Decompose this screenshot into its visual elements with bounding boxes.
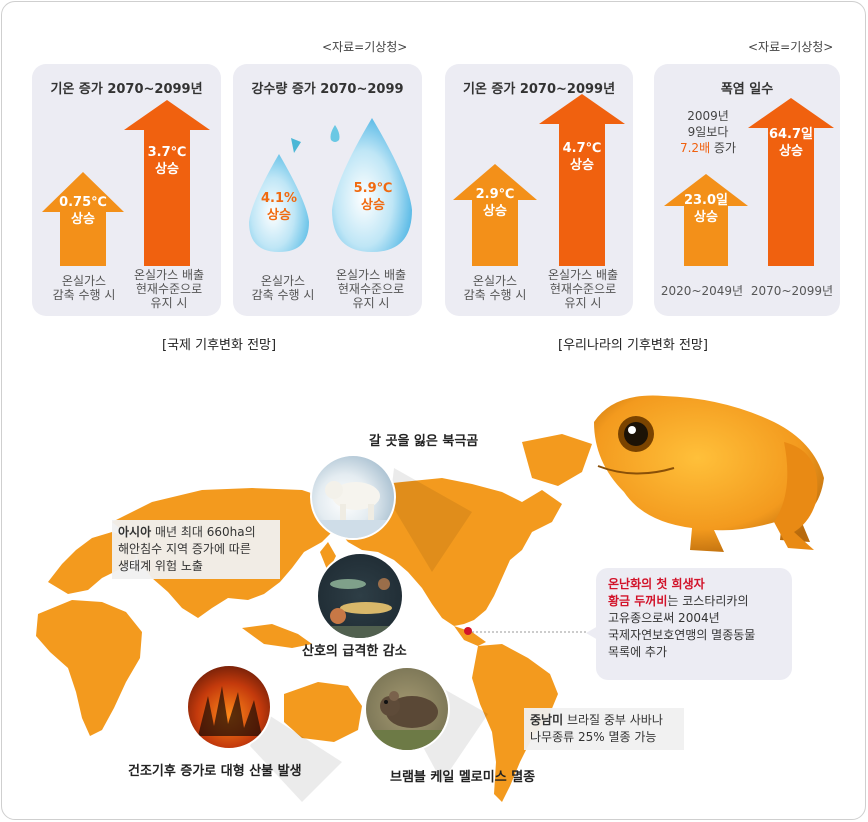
callout-pointer <box>586 626 598 640</box>
coral-icon <box>318 578 402 638</box>
toad-bold: 황금 두꺼비 <box>608 594 668 608</box>
world-map <box>36 434 592 802</box>
asia-info-box: 아시아 매년 최대 660ha의 해안침수 지역 증가에 따른 생태계 위험 노… <box>112 520 280 579</box>
section-label-global: [국제 기후변화 전망] <box>162 338 277 353</box>
toad-line-5: 목록에 추가 <box>608 645 668 659</box>
asia-line-2: 해안침수 지역 증가에 따른 <box>118 542 251 556</box>
panel-title: 기온 증가 2070~2099년 <box>462 82 616 97</box>
caption-high: 온실가스 배출 현재수준으로 유지 시 <box>547 268 619 310</box>
drop-low-value: 4.1% 상승 <box>260 191 298 223</box>
heatwave-note: 2009년 9일보다 7.2배 증가 <box>668 108 748 156</box>
arrow-low-value: 2.9℃ 상승 <box>475 187 515 219</box>
wildfire-icon <box>198 686 262 736</box>
arrow-low-value: 0.75℃ 상승 <box>59 195 107 227</box>
polar-bear-icon <box>312 481 394 538</box>
caption-high: 온실가스 배출 현재수준으로 유지 시 <box>133 268 205 310</box>
asia-bold: 아시아 <box>118 525 152 539</box>
caption-low: 2020~2049년 <box>660 284 744 298</box>
asia-line-1: 아시아 매년 최대 660ha의 <box>118 524 274 541</box>
panel-korea-temperature: 기온 증가 2070~2099년 2.9℃ 상승 4.7℃ 상승 온실가스 감축… <box>445 64 633 316</box>
toad-text-2: 는 코스타리카의 <box>667 594 749 608</box>
southeast-asia-shape <box>242 624 312 648</box>
greenland-shape <box>522 434 592 486</box>
caption-low: 온실가스 감축 수행 시 <box>52 274 116 302</box>
caption-low: 온실가스 감축 수행 시 <box>251 274 315 302</box>
water-drop-large-icon <box>332 118 412 252</box>
bear-callout-shadow <box>390 468 472 572</box>
rodent-icon <box>366 691 448 750</box>
fire-callout-shadow <box>250 712 342 802</box>
panel-title: 강수량 증가 2070~2099 <box>251 82 404 97</box>
toad-line-4: 국제자연보호연맹의 멸종동물 <box>608 628 756 642</box>
small-droplet-icon <box>330 125 340 142</box>
note-suffix: 증가 <box>710 141 737 155</box>
africa-shape <box>36 600 142 736</box>
panel-heatwave-days: 폭염 일수 2009년 9일보다 7.2배 증가 23.0일 상승 64.7일 … <box>654 64 840 316</box>
panel-global-temperature: 기온 증가 2070~2099년 0.75℃ 상승 3.7℃ 상승 온실가스 감… <box>32 64 221 316</box>
asia-line-3: 생태계 위험 노출 <box>118 559 203 573</box>
arrow-low <box>453 164 537 266</box>
caption-high: 온실가스 배출 현재수준으로 유지 시 <box>335 268 407 310</box>
golden-toad-info-box: 온난화의 첫 희생자 황금 두꺼비는 코스타리카의 고유종으로써 2004년 국… <box>586 568 792 680</box>
arrow-high <box>124 100 210 266</box>
toad-line-2: 황금 두꺼비는 코스타리카의 <box>608 593 780 610</box>
australia-shape <box>284 682 362 742</box>
source-note-right: <자료=기상청> <box>748 40 834 54</box>
arrow-high-value: 3.7℃ 상승 <box>147 145 187 177</box>
wildfire-photo <box>186 664 272 750</box>
melomys-photo <box>364 666 450 752</box>
water-drop-small-icon <box>249 154 309 252</box>
drop-high-value: 5.9℃ 상승 <box>353 181 393 213</box>
sa-line-1: 중남미 브라질 중부 사바나 <box>530 712 678 729</box>
golden-toad-illustration <box>594 395 824 552</box>
central-america-shape <box>454 626 486 646</box>
arrow-high <box>748 98 834 266</box>
polar-bear-photo <box>310 454 396 540</box>
arrow-high-value: 64.7일 상승 <box>768 127 814 159</box>
asia-text-1: 매년 최대 660ha의 <box>151 525 256 539</box>
arrow-low-value: 23.0일 상승 <box>683 193 729 225</box>
caption-low: 온실가스 감축 수행 시 <box>463 274 527 302</box>
arrow-high <box>539 94 625 266</box>
panel-title: 기온 증가 2070~2099년 <box>50 82 203 97</box>
japan-shape <box>320 542 336 572</box>
polar-bear-label: 갈 곳을 잃은 북극곰 <box>369 434 479 449</box>
note-line-3: 7.2배 증가 <box>668 140 748 156</box>
small-droplet-icon <box>291 138 301 153</box>
caption-high: 2070~2099년 <box>750 284 834 298</box>
south-america-shape <box>472 644 558 802</box>
panel-title: 폭염 일수 <box>720 82 774 97</box>
note-line-1: 2009년 <box>687 109 729 123</box>
arrow-low <box>42 172 124 266</box>
wildfire-label: 건조기후 증가로 대형 산불 발생 <box>128 764 302 779</box>
coral-label: 산호의 급격한 감소 <box>302 644 407 659</box>
toad-line-3: 고유종으로써 2004년 <box>608 611 720 625</box>
source-note-left: <자료=기상청> <box>322 40 408 54</box>
arrow-high-value: 4.7℃ 상승 <box>562 141 602 173</box>
toad-line-1: 온난화의 첫 희생자 <box>608 577 705 591</box>
note-highlight: 7.2배 <box>679 141 711 155</box>
panel-global-rainfall: 강수량 증가 2070~2099 4.1% 상승 5.9℃ 상승 온 <box>233 64 422 316</box>
sa-text-1: 브라질 중부 사바나 <box>563 713 663 727</box>
sa-line-2: 나무종류 25% 멸종 가능 <box>530 730 657 744</box>
sa-bold: 중남미 <box>530 713 564 727</box>
arrow-low <box>664 174 748 266</box>
melomys-label: 브램블 케일 멜로미스 멸종 <box>390 770 536 785</box>
costa-rica-marker <box>464 627 472 635</box>
south-america-info-box: 중남미 브라질 중부 사바나 나무종류 25% 멸종 가능 <box>524 708 684 750</box>
section-label-korea: [우리나라의 기후변화 전망] <box>558 338 708 353</box>
note-line-2: 9일보다 <box>687 125 729 139</box>
coral-photo <box>316 552 404 640</box>
